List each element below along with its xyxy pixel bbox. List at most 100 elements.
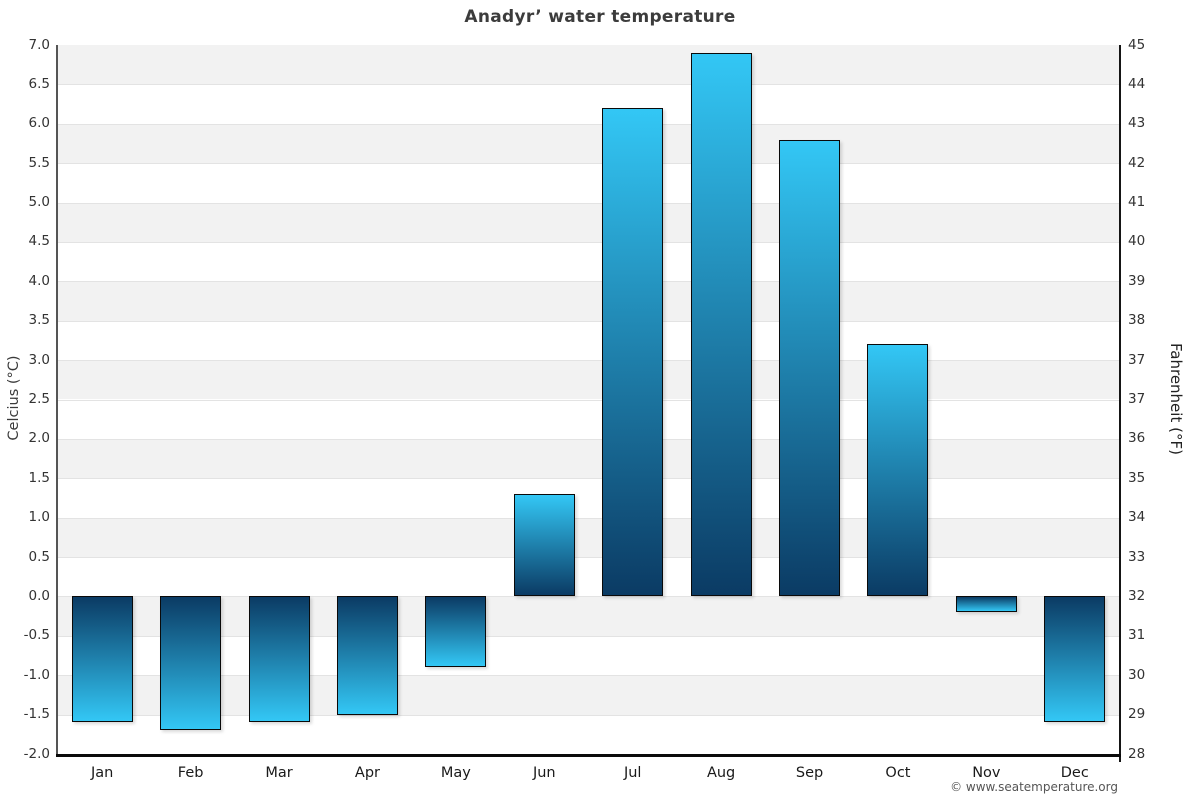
celsius-tick-label: 0.5 xyxy=(28,548,50,565)
celsius-tick-label: 7.0 xyxy=(28,36,50,53)
gridline xyxy=(58,635,1119,637)
plot-background-band xyxy=(58,635,1119,676)
fahrenheit-tick-label: 41 xyxy=(1128,194,1146,211)
celsius-tick-label: -1.5 xyxy=(23,706,50,723)
gridline xyxy=(58,557,1119,559)
celsius-tick-label: 6.0 xyxy=(28,115,50,132)
celsius-tick-label: 3.0 xyxy=(28,351,50,368)
gridline xyxy=(58,163,1119,165)
gridline xyxy=(58,360,1119,362)
celsius-tick-label: 4.0 xyxy=(28,272,50,289)
temperature-bar-may[interactable] xyxy=(425,596,487,668)
gridline xyxy=(58,281,1119,283)
gridline xyxy=(58,123,1119,125)
month-label-nov: Nov xyxy=(972,765,1001,781)
temperature-bar-dec[interactable] xyxy=(1044,596,1106,723)
plot-background-band xyxy=(58,360,1119,400)
temperature-bar-mar[interactable] xyxy=(248,596,310,723)
fahrenheit-tick-label: 35 xyxy=(1128,469,1146,486)
temperature-bar-aug[interactable] xyxy=(690,52,752,597)
celsius-tick-label: 5.0 xyxy=(28,194,50,211)
fahrenheit-tick-label: 29 xyxy=(1128,706,1146,723)
month-label-jun: Jun xyxy=(532,765,556,781)
fahrenheit-tick-label: 37 xyxy=(1128,351,1146,368)
gridline xyxy=(58,241,1119,243)
celsius-tick-label: 4.5 xyxy=(28,233,50,250)
plot-background-band xyxy=(58,714,1119,754)
temperature-bar-jan[interactable] xyxy=(71,596,133,723)
y-axis-title-fahrenheit: Fahrenheit (°F) xyxy=(1167,342,1185,455)
celsius-tick-label: 3.5 xyxy=(28,312,50,329)
celsius-tick-label: 0.0 xyxy=(28,587,50,604)
month-label-oct: Oct xyxy=(885,765,911,781)
temperature-bar-apr[interactable] xyxy=(336,596,398,715)
plot-background-band xyxy=(58,163,1119,203)
temperature-bar-jul[interactable] xyxy=(602,108,664,597)
temperature-bar-jun[interactable] xyxy=(513,494,575,597)
celsius-tick-label: 1.5 xyxy=(28,469,50,486)
gridline xyxy=(58,438,1119,440)
plot-background-band xyxy=(58,438,1119,479)
celsius-tick-label: -0.5 xyxy=(23,627,50,644)
fahrenheit-tick-label: 33 xyxy=(1128,548,1146,565)
plot-background-band xyxy=(58,202,1119,242)
y-axis-line-left xyxy=(56,45,58,756)
fahrenheit-tick-label: 39 xyxy=(1128,272,1146,289)
fahrenheit-tick-label: 37 xyxy=(1128,391,1146,407)
month-label-jul: Jul xyxy=(623,765,642,781)
month-label-sep: Sep xyxy=(795,765,824,781)
plot-background-band xyxy=(58,123,1119,164)
month-label-feb: Feb xyxy=(177,765,204,781)
fahrenheit-tick-label: 31 xyxy=(1128,627,1146,644)
temperature-bar-sep[interactable] xyxy=(779,139,841,597)
temperature-bar-oct[interactable] xyxy=(867,344,929,597)
gridline xyxy=(58,675,1119,677)
gridline xyxy=(58,517,1119,519)
gridline xyxy=(58,399,1119,401)
plot-background-band xyxy=(58,478,1119,518)
plot-background-band xyxy=(58,675,1119,715)
copyright-credit: © www.seatemperature.org xyxy=(950,780,1118,794)
plot-background-band xyxy=(58,45,1119,85)
temperature-bar-nov[interactable] xyxy=(955,596,1017,613)
celsius-tick-label: -2.0 xyxy=(23,745,50,762)
plot-background-band xyxy=(58,281,1119,321)
plot-background-band xyxy=(58,596,1119,636)
fahrenheit-tick-label: 45 xyxy=(1128,36,1146,53)
x-axis-line xyxy=(56,754,1121,757)
celsius-tick-label: 2.5 xyxy=(28,391,50,407)
fahrenheit-tick-label: 34 xyxy=(1128,509,1146,526)
gridline xyxy=(58,596,1119,598)
plot-background-band xyxy=(58,557,1119,597)
fahrenheit-tick-label: 28 xyxy=(1128,745,1146,762)
gridline xyxy=(58,714,1119,716)
fahrenheit-tick-label: 42 xyxy=(1128,154,1146,171)
plot-background-band xyxy=(58,517,1119,558)
celsius-tick-label: -1.0 xyxy=(23,666,50,683)
plot-background-band xyxy=(58,320,1119,361)
temperature-bar-feb[interactable] xyxy=(160,596,222,731)
gridline xyxy=(58,320,1119,322)
month-label-apr: Apr xyxy=(354,765,380,781)
plot-background-band xyxy=(58,241,1119,282)
fahrenheit-tick-label: 36 xyxy=(1128,430,1146,447)
fahrenheit-tick-label: 32 xyxy=(1128,587,1146,604)
month-label-jan: Jan xyxy=(91,765,114,781)
chart-title: Anadyr’ water temperature xyxy=(464,7,736,27)
celsius-tick-label: 5.5 xyxy=(28,154,50,171)
fahrenheit-tick-label: 43 xyxy=(1128,115,1146,132)
plot-background-band xyxy=(58,84,1119,124)
y-axis-line-right xyxy=(1119,45,1121,762)
plot-background-band xyxy=(58,399,1119,439)
celsius-tick-label: 2.0 xyxy=(28,430,50,447)
month-label-aug: Aug xyxy=(706,765,736,781)
gridline xyxy=(58,478,1119,480)
fahrenheit-tick-label: 44 xyxy=(1128,75,1146,92)
fahrenheit-tick-label: 30 xyxy=(1128,666,1146,683)
month-label-may: May xyxy=(440,765,471,781)
celsius-tick-label: 6.5 xyxy=(28,75,50,92)
month-label-mar: Mar xyxy=(265,765,293,781)
month-label-dec: Dec xyxy=(1060,765,1089,781)
fahrenheit-tick-label: 40 xyxy=(1128,233,1146,250)
